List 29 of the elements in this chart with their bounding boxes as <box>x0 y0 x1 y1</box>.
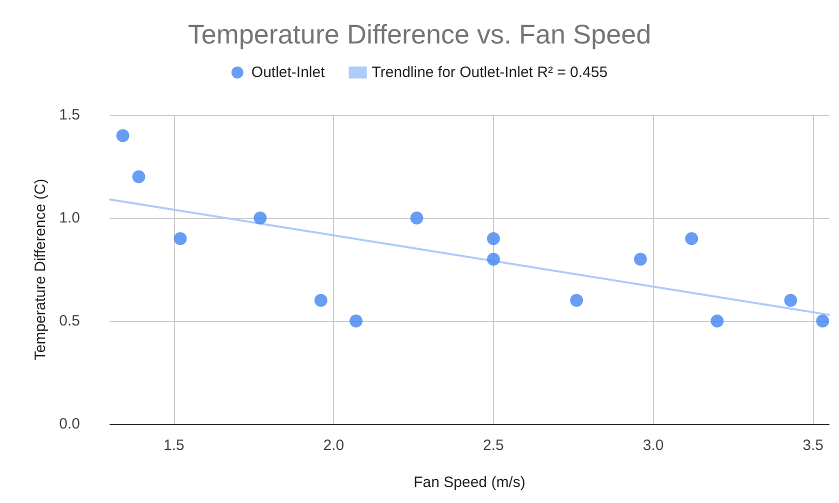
point <box>816 314 830 328</box>
point <box>350 314 363 328</box>
point <box>486 232 500 246</box>
point <box>685 232 698 246</box>
point <box>254 212 267 224</box>
y-tick-label: 1.5 <box>59 106 80 124</box>
point <box>710 314 724 328</box>
legend-label: Trendline for Outlet-Inlet R² = 0.455 <box>372 64 608 81</box>
x-axis-title: Fan Speed (m/s) <box>414 474 526 491</box>
chart-title: Temperature Difference vs. Fan Speed <box>188 20 652 50</box>
point <box>410 212 424 224</box>
x-tick-label: 2.0 <box>323 437 344 454</box>
point <box>570 294 584 307</box>
point <box>784 294 798 307</box>
x-tick-label: 3.0 <box>642 437 664 454</box>
y-tick-label: 0.0 <box>59 416 80 432</box>
y-axis-title: Temperature Difference (C) <box>32 178 49 360</box>
point <box>116 129 130 142</box>
point <box>132 170 146 184</box>
point <box>314 294 328 307</box>
x-tick-label: 2.5 <box>483 437 504 454</box>
x-tick-label: 3.5 <box>802 437 824 454</box>
y-tick-label: 1.0 <box>59 210 80 226</box>
point <box>174 232 187 246</box>
point <box>634 252 647 266</box>
legend-label: Outlet-Inlet <box>251 64 326 81</box>
y-tick-label: 0.5 <box>59 312 80 330</box>
x-tick-label: 1.5 <box>163 437 184 454</box>
point <box>486 252 500 266</box>
